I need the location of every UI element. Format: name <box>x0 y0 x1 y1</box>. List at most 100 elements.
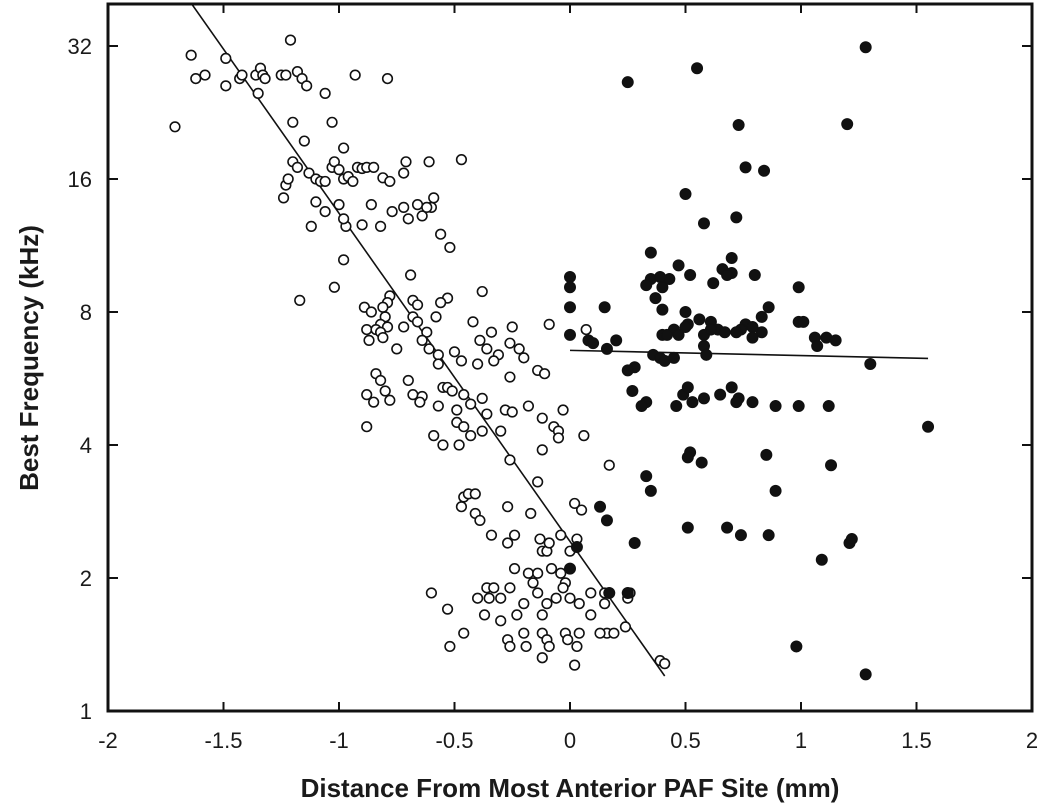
open-data-point <box>513 343 525 355</box>
open-data-point <box>280 69 292 81</box>
open-data-point <box>458 389 470 401</box>
open-data-point <box>365 199 377 211</box>
filled-data-point <box>635 400 648 413</box>
filled-data-point <box>594 500 607 513</box>
open-data-point <box>435 297 447 309</box>
open-data-point <box>585 609 597 621</box>
open-data-point <box>538 368 551 380</box>
open-data-point <box>432 400 444 412</box>
open-data-point <box>534 533 546 545</box>
filled-data-point <box>626 385 639 398</box>
open-data-point <box>536 444 548 456</box>
filled-data-point <box>693 313 706 326</box>
open-data-point <box>569 497 581 510</box>
open-data-point <box>525 507 537 520</box>
open-data-point <box>365 306 377 318</box>
open-data-point <box>423 343 435 355</box>
open-data-point <box>446 385 458 397</box>
open-data-point <box>398 201 410 213</box>
open-data-point <box>455 355 468 367</box>
open-data-point <box>532 567 544 579</box>
filled-data-point <box>864 358 877 371</box>
open-data-point <box>319 205 331 218</box>
open-data-point <box>571 640 583 653</box>
open-data-point <box>282 173 294 185</box>
filled-data-point <box>730 396 743 409</box>
open-data-point <box>277 192 290 204</box>
open-data-point <box>347 175 359 188</box>
open-data-point <box>319 175 331 188</box>
open-data-point <box>432 358 444 370</box>
open-data-point <box>532 476 544 488</box>
x-tick-label: -2 <box>98 728 118 753</box>
open-data-point <box>384 394 396 406</box>
open-data-point <box>532 587 544 599</box>
filled-data-point <box>746 396 759 409</box>
open-data-point <box>469 488 481 500</box>
filled-data-point <box>725 252 738 265</box>
open-data-point <box>349 69 361 81</box>
filled-data-point <box>730 211 743 224</box>
open-data-point <box>259 72 271 85</box>
open-data-point <box>485 326 498 338</box>
open-data-point <box>338 213 350 225</box>
open-data-point <box>555 567 567 579</box>
filled-data-point <box>734 529 747 542</box>
filled-data-point <box>845 533 858 546</box>
y-tick-label: 16 <box>68 167 92 192</box>
fit-line-1 <box>190 4 666 677</box>
open-data-point <box>495 425 507 437</box>
open-data-point <box>310 196 322 208</box>
filled-data-point <box>922 420 935 433</box>
open-data-point <box>488 355 500 367</box>
open-data-point <box>361 323 373 336</box>
filled-data-point <box>704 323 717 336</box>
open-data-point <box>518 352 530 364</box>
open-data-point <box>190 72 202 85</box>
filled-data-point <box>792 281 805 294</box>
open-data-point <box>421 201 433 213</box>
y-tick-label: 2 <box>80 566 92 591</box>
filled-data-point <box>672 259 685 272</box>
open-data-point <box>294 294 306 306</box>
open-data-point <box>573 627 585 639</box>
filled-data-point <box>700 348 713 361</box>
filled-data-point <box>797 315 810 328</box>
open-data-point <box>411 299 424 311</box>
y-axis-ticks: 1 2 4 8 16 32 <box>68 34 1032 724</box>
open-data-point <box>301 80 313 92</box>
filled-data-point <box>859 668 872 681</box>
filled-data-point <box>769 484 782 497</box>
open-data-point <box>236 69 248 81</box>
open-data-point <box>527 577 539 589</box>
open-data-point <box>465 430 477 442</box>
filled-data-point <box>725 381 738 394</box>
filled-data-point <box>679 187 692 200</box>
open-data-point <box>536 609 548 621</box>
filled-data-point <box>732 119 745 132</box>
filled-data-point <box>667 351 680 364</box>
filled-data-point <box>697 392 710 405</box>
filled-data-point <box>790 640 803 653</box>
filled-data-point <box>746 331 759 344</box>
filled-data-point <box>697 217 710 230</box>
x-tick-label: -0.5 <box>436 728 474 753</box>
open-data-point <box>543 640 555 653</box>
open-data-point <box>453 439 465 451</box>
open-data-point <box>518 627 530 639</box>
open-data-point <box>448 346 461 358</box>
open-data-point <box>368 161 380 173</box>
open-data-point <box>333 199 345 211</box>
filled-data-point <box>644 246 657 259</box>
open-data-point <box>541 598 553 610</box>
filled-data-point <box>859 41 872 54</box>
x-tick-label: -1 <box>329 728 349 753</box>
open-data-point <box>504 371 516 383</box>
open-data-point <box>506 406 518 418</box>
filled-data-point <box>714 388 727 401</box>
open-data-point <box>379 385 391 397</box>
filled-data-point <box>564 271 576 284</box>
filled-data-point <box>691 62 704 75</box>
y-tick-label: 4 <box>80 433 92 458</box>
